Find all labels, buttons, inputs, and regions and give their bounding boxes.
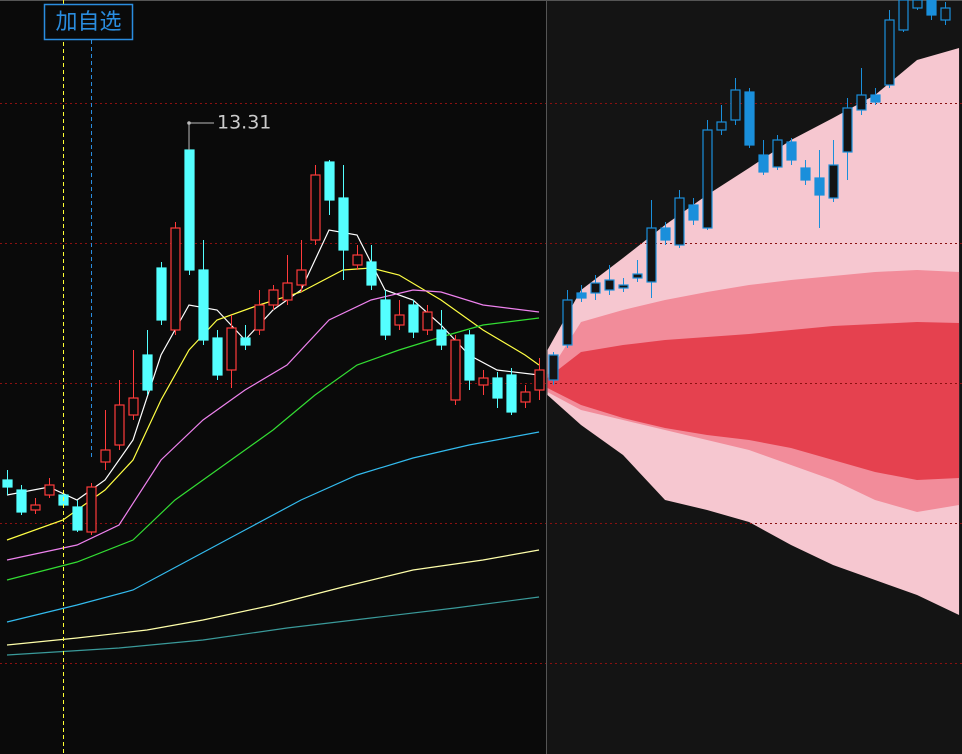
candle-body: [170, 227, 181, 331]
candle-body: [352, 254, 363, 266]
candle-body: [380, 299, 391, 336]
candle-body: [254, 304, 265, 331]
candle-body: [618, 284, 629, 289]
candle-body: [828, 164, 839, 199]
candle-body: [772, 139, 783, 168]
candle-body: [702, 129, 713, 229]
candle-body: [114, 404, 125, 446]
candle-body: [338, 197, 349, 251]
candle-body: [912, 0, 923, 9]
candle-body: [408, 304, 419, 333]
annotation-dot: [187, 121, 191, 125]
candle-body: [716, 121, 727, 131]
moving-average-line: [6, 596, 540, 656]
candle-body: [450, 339, 461, 401]
candle-body: [44, 484, 55, 496]
candle-body: [898, 0, 909, 31]
moving-average-line: [6, 267, 540, 541]
candle-body: [646, 227, 657, 283]
candle-body: [870, 94, 881, 103]
candle-body: [226, 327, 237, 371]
candle-body: [394, 314, 405, 326]
candle-body: [926, 0, 937, 16]
candle-body: [142, 354, 153, 391]
candle-body: [156, 267, 167, 321]
candle-body: [562, 299, 573, 346]
candle-body: [744, 91, 755, 146]
candle-body: [30, 504, 41, 511]
candle-body: [506, 374, 517, 413]
candle-body: [730, 89, 741, 121]
candle-body: [2, 479, 13, 488]
candle-body: [534, 369, 545, 391]
candle-body: [16, 489, 27, 513]
candle-body: [72, 506, 83, 531]
candle-body: [296, 269, 307, 286]
candle-body: [884, 19, 895, 86]
button-label: 加自选: [55, 10, 121, 35]
forecast-band: [547, 322, 960, 480]
button-frame: [43, 3, 134, 41]
candle-body: [366, 261, 377, 286]
candle-body: [604, 279, 615, 291]
candle-body: [786, 141, 797, 161]
moving-average-line: [6, 549, 540, 646]
candle-body: [310, 174, 321, 241]
candle-body: [324, 161, 335, 201]
candle-body: [632, 273, 643, 279]
candle-body: [758, 154, 769, 173]
candle-body: [590, 282, 601, 294]
candle-body: [548, 354, 559, 381]
annotation-label: 13.31: [217, 112, 271, 134]
candle-body: [688, 204, 699, 221]
moving-average-line: [6, 289, 540, 561]
candle-body: [660, 227, 671, 241]
candle-body: [800, 167, 811, 181]
candle-body: [212, 337, 223, 376]
candle-body: [184, 149, 195, 271]
candle-body: [100, 449, 111, 463]
candle-body: [268, 289, 279, 306]
candle-body: [856, 94, 867, 111]
candle-body: [436, 329, 447, 346]
candle-body: [422, 311, 433, 331]
candle-body: [198, 269, 209, 341]
candle-body: [86, 486, 97, 533]
candle-body: [478, 377, 489, 386]
candle-body: [842, 107, 853, 153]
candle-body: [576, 292, 587, 299]
candle-body: [520, 391, 531, 403]
candle-body: [464, 334, 475, 381]
candle-body: [128, 397, 139, 416]
moving-average-line: [6, 431, 540, 623]
add-watchlist-button[interactable]: 加自选: [43, 3, 134, 41]
candle-body: [492, 377, 503, 399]
candle-body: [240, 337, 251, 346]
candle-body: [814, 177, 825, 196]
candle-body: [674, 197, 685, 246]
candle-body: [940, 7, 951, 21]
candle-body: [282, 282, 293, 301]
moving-average-line: [6, 317, 540, 581]
